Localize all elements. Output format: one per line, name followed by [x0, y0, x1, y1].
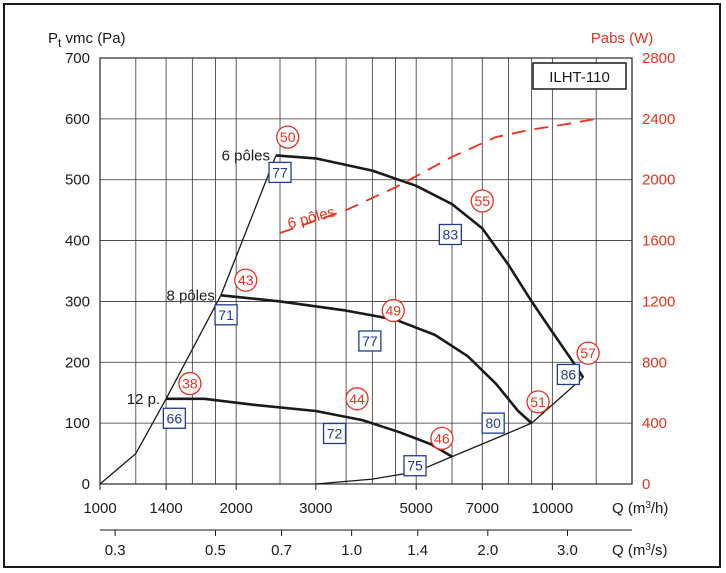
y-tick-right: 0 — [642, 476, 650, 493]
efficiency-box — [268, 161, 292, 184]
y-tick-left: 400 — [65, 233, 90, 250]
x2-tick-label: 0.5 — [205, 542, 226, 559]
noise-circle — [345, 387, 369, 411]
x-tick-label: 3000 — [299, 500, 332, 517]
efficiency-box — [214, 304, 238, 326]
y-tick-right: 1200 — [642, 293, 675, 310]
noise-value: 57 — [580, 345, 596, 361]
noise-value: 49 — [385, 303, 401, 319]
curve-label: 12 p. — [127, 391, 160, 408]
y-tick-left: 300 — [65, 293, 90, 310]
efficiency-box — [481, 412, 505, 434]
noise-circle — [276, 125, 300, 149]
grid — [99, 57, 633, 485]
noise-value: 43 — [238, 272, 254, 288]
curve-label: 8 pôles — [166, 287, 214, 304]
curve-8-p-les — [220, 294, 533, 425]
x2-tick-label: 0.7 — [271, 542, 292, 559]
y-tick-right: 1600 — [642, 233, 675, 250]
x-axis-bottom-label: Q (m3/s) — [612, 542, 668, 559]
noise-circle — [234, 268, 258, 292]
model-title: ILHT-110 — [549, 69, 610, 86]
curve-system-floor — [315, 377, 584, 485]
curve-label: 6 pôles — [222, 147, 270, 164]
efficiency-value: 83 — [443, 226, 459, 242]
noise-value: 38 — [182, 376, 198, 392]
noise-circle — [430, 426, 454, 451]
noise-circle — [470, 189, 494, 213]
y-axis-right-label: Pabs (W) — [591, 30, 654, 47]
curves — [99, 118, 597, 485]
curve-6-p-les — [275, 154, 585, 379]
y-tick-right: 2400 — [642, 111, 675, 128]
noise-circle — [381, 298, 405, 323]
power-curve-6-poles — [279, 118, 597, 234]
x-tick-label: 1400 — [149, 500, 182, 517]
chart-frame — [3, 3, 721, 568]
efficiency-box — [438, 223, 462, 246]
noise-value: 55 — [474, 193, 490, 209]
efficiency-box — [403, 455, 427, 477]
x-axis-top-label: Q (m3/h) — [612, 500, 668, 517]
efficiency-value: 71 — [218, 307, 234, 323]
x2-tick-label: 2.0 — [477, 542, 498, 559]
x-tick-label: 1000 — [83, 500, 116, 517]
efficiency-value: 80 — [485, 415, 501, 431]
y-tick-left: 700 — [65, 50, 90, 67]
curve-12-p- — [166, 397, 453, 458]
y-tick-left: 600 — [65, 111, 90, 128]
y-tick-left: 500 — [65, 172, 90, 189]
y-tick-left: 0 — [82, 476, 90, 493]
axes: Pt vmc (Pa) Pabs (W) Q (m3/h) Q (m3/s) 0… — [48, 30, 675, 559]
y-tick-right: 2800 — [642, 50, 675, 67]
noise-value: 51 — [530, 394, 546, 410]
efficiency-value: 77 — [362, 333, 378, 349]
efficiency-box — [162, 407, 186, 429]
y-tick-right: 2000 — [642, 172, 675, 189]
y-axis-left-label: Pt vmc (Pa) — [48, 30, 126, 50]
noise-value: 50 — [280, 129, 296, 145]
curve-system-curve — [99, 155, 277, 485]
x2-tick-label: 0.3 — [105, 542, 126, 559]
x-tick-label: 7000 — [466, 500, 499, 517]
x2-tick-label: 1.0 — [341, 542, 362, 559]
efficiency-value: 86 — [561, 366, 577, 382]
x2-tick-label: 1.4 — [407, 542, 428, 559]
efficiency-value: 77 — [272, 164, 288, 180]
efficiency-box — [358, 330, 382, 352]
noise-circle — [576, 341, 600, 365]
efficiency-box — [322, 422, 347, 445]
noise-value: 44 — [349, 391, 365, 407]
y-tick-right: 400 — [642, 415, 667, 432]
efficiency-value: 75 — [407, 458, 423, 474]
noise-circle — [178, 371, 202, 396]
efficiency-value: 66 — [167, 410, 183, 426]
noise-value: 46 — [434, 430, 450, 446]
x2-tick-label: 3.0 — [557, 542, 578, 559]
efficiency-value: 72 — [327, 425, 343, 441]
power-curve-label: 6 pôles — [286, 203, 337, 232]
x-tick-label: 2000 — [219, 500, 252, 517]
x-tick-label: 10000 — [531, 500, 573, 517]
y-tick-left: 100 — [65, 415, 90, 432]
y-tick-left: 200 — [65, 354, 90, 371]
model-title-box: ILHT-110 — [532, 62, 627, 90]
noise-circle — [526, 390, 550, 414]
marks: 6 pôles 6 pôles 8 pôles 12 p. 50 55 43 49 38 44 57… — [127, 125, 600, 477]
x-tick-label: 5000 — [399, 500, 432, 517]
efficiency-box — [556, 363, 581, 386]
y-tick-right: 800 — [642, 354, 667, 371]
